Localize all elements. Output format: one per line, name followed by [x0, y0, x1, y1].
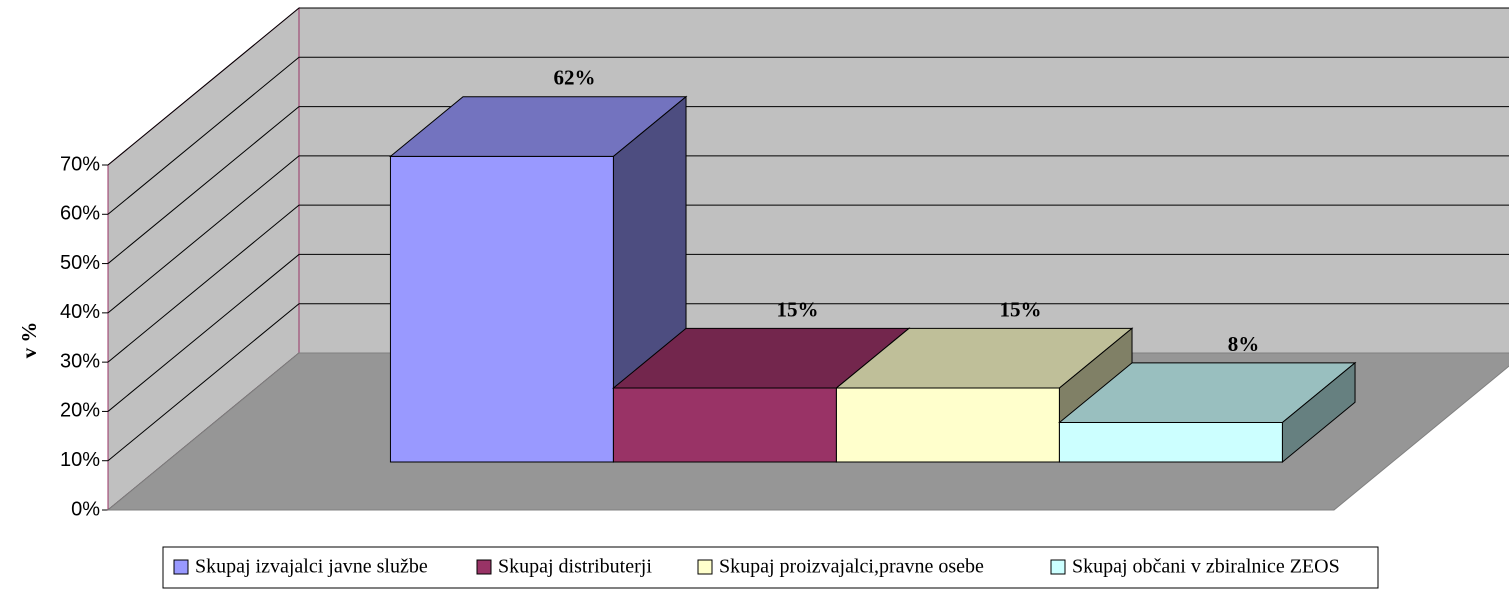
data-label: 8%	[1228, 332, 1260, 356]
bar-front	[389, 155, 614, 463]
y-tick-label: 30%	[60, 350, 100, 372]
y-tick-label: 50%	[60, 252, 100, 274]
y-tick-label: 70%	[60, 153, 100, 175]
data-label: 62%	[554, 66, 596, 90]
y-tick-label: 20%	[60, 400, 100, 422]
legend-box	[162, 546, 1379, 589]
legend-swatch	[697, 559, 713, 575]
grid-line	[107, 253, 1509, 412]
grid-line	[107, 303, 1509, 462]
legend-label: Skupaj občani v zbiralnice ZEOS	[1072, 556, 1340, 578]
legend-swatch	[1050, 559, 1066, 575]
legend-swatch	[476, 559, 492, 575]
legend-swatch	[173, 559, 189, 575]
grid-line	[107, 56, 1509, 215]
y-tick-label: 10%	[60, 449, 100, 471]
bar-front	[1058, 422, 1283, 463]
y-tick-label: 60%	[60, 203, 100, 225]
bar-side	[1281, 361, 1356, 464]
data-label: 15%	[1000, 297, 1042, 321]
y-axis-title: v %	[17, 322, 41, 359]
y-tick-label: 40%	[60, 301, 100, 323]
bar-front	[612, 387, 837, 463]
grid-line	[107, 204, 1509, 363]
legend-label: Skupaj izvajalci javne službe	[195, 556, 428, 578]
y-tick-label: 0%	[71, 498, 100, 520]
legend-label: Skupaj distributerji	[498, 556, 652, 578]
bar-front	[835, 387, 1060, 463]
legend-label: Skupaj proizvajalci,pravne osebe	[719, 556, 984, 578]
grid-line	[107, 155, 1509, 314]
grid-line	[107, 7, 1509, 166]
grid-line	[107, 106, 1509, 264]
data-label: 15%	[777, 297, 819, 321]
